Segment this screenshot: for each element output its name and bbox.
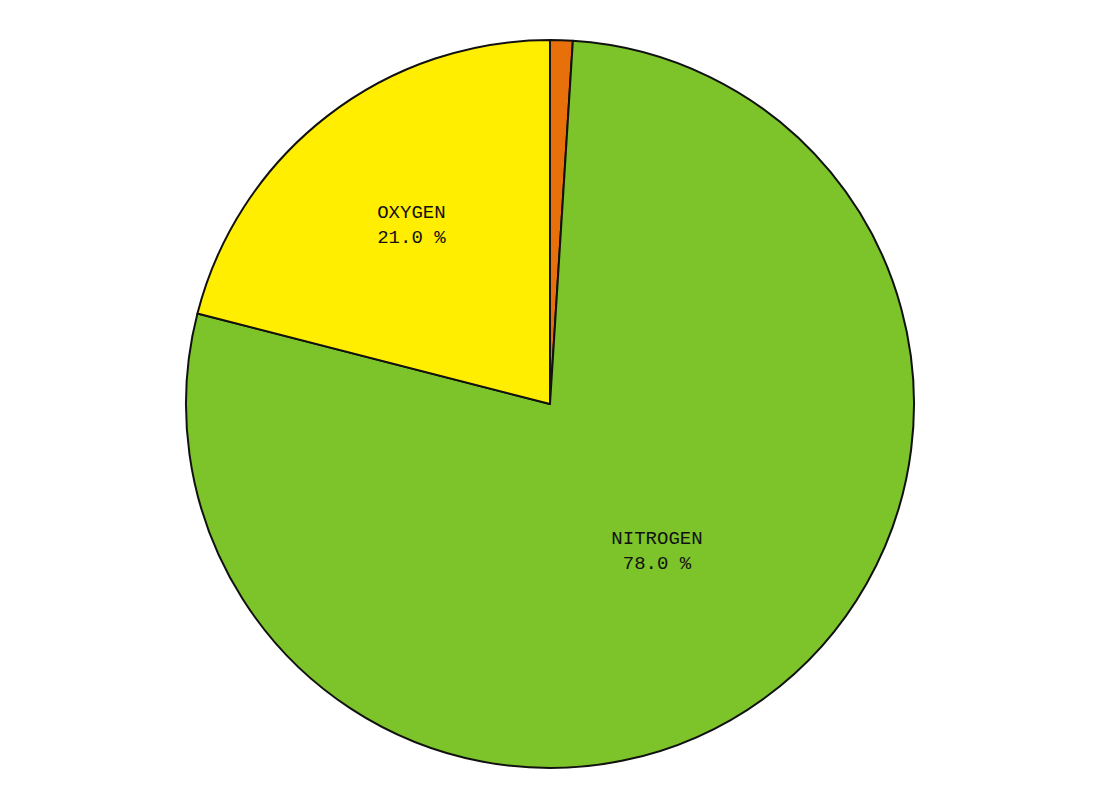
svg-text:NITROGEN78.0 %: NITROGEN78.0 % bbox=[611, 528, 702, 575]
svg-text:OXYGEN21.0 %: OXYGEN21.0 % bbox=[377, 202, 446, 249]
